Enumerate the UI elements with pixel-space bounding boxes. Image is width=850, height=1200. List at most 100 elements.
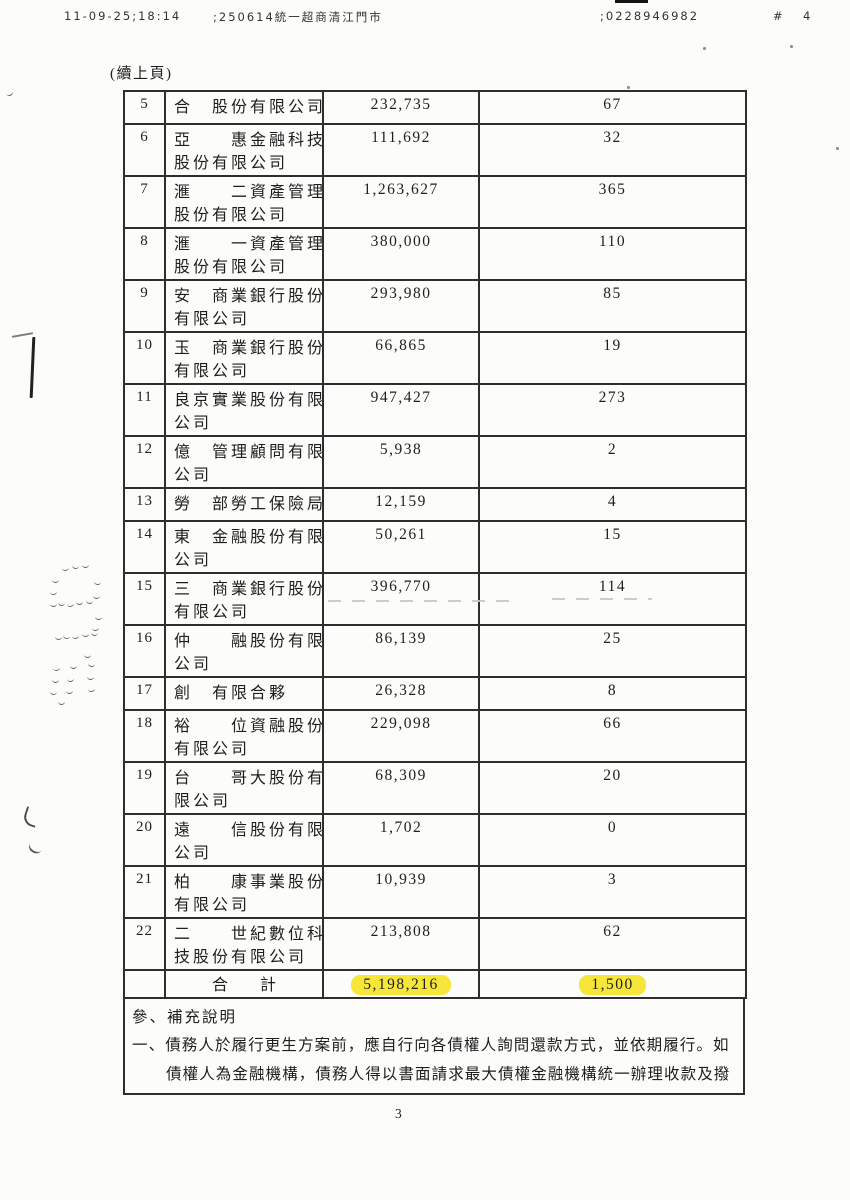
total-count-cell: 1,500: [478, 969, 747, 999]
table-row: 12 億 管理顧問有限 公司 5,938 2: [123, 435, 747, 489]
scan-speck: [790, 45, 793, 48]
amount-cell: 232,735: [322, 90, 480, 125]
row-number-cell: 7: [123, 175, 166, 229]
count-cell: 4: [478, 487, 747, 522]
count-cell: 365: [478, 175, 747, 229]
table-row: 13 勞 部勞工保險局 12,159 4: [123, 487, 747, 522]
margin-squiggle: [82, 563, 89, 568]
row-number-cell: 8: [123, 227, 166, 281]
creditor-name-line: 有限公司: [174, 897, 251, 914]
creditor-name-cell: 勞 部勞工保險局: [164, 487, 324, 522]
margin-squiggle: [71, 563, 80, 570]
supplement-line-1: 一、債務人於履行更生方案前，應自行向各債權人詢問還款方式，並依期履行。如: [132, 1037, 730, 1054]
creditor-name-line: 滙 二資產管理: [174, 184, 327, 201]
creditor-name-line: 合 股份有限公司: [174, 99, 327, 116]
creditor-name-line: 台 哥大股份有: [174, 770, 327, 787]
table-row: 10 玉 商業銀行股份 有限公司 66,865 19: [123, 331, 747, 385]
row-number-cell: 12: [123, 435, 166, 489]
creditor-name-cell: 創 有限合夥: [164, 676, 324, 711]
supplement-title: 參、補充說明: [132, 1009, 238, 1026]
whiteout-dashes: [552, 598, 652, 600]
creditor-name-cell: 三 商業銀行股份 有限公司: [164, 572, 324, 626]
creditor-name-line: 二 世紀數位科: [174, 926, 327, 943]
creditor-name-line: 億 管理顧問有限: [174, 444, 327, 461]
count-cell: 67: [478, 90, 747, 125]
creditor-name-line: 遠 信股份有限: [174, 822, 327, 839]
creditor-name-line: 柏 康事業股份: [174, 874, 327, 891]
creditor-name-cell: 二 世紀數位科 技股份有限公司: [164, 917, 327, 971]
margin-squiggle: [76, 600, 83, 605]
creditor-name-cell: 滙 二資產管理 股份有限公司: [164, 175, 327, 229]
creditor-name-line: 滙 一資產管理: [174, 236, 327, 253]
supplement-line-2: 債權人為金融機構，債務人得以書面請求最大債權金融機構統一辦理收款及撥: [166, 1066, 731, 1083]
supplement-section: 參、補充說明 一、債務人於履行更生方案前，應自行向各債權人詢問還款方式，並依期履…: [123, 999, 745, 1095]
creditor-name-line: 東 金融股份有限: [174, 529, 327, 546]
total-label-cell: 合 計: [164, 969, 324, 999]
creditor-name-line: 有限公司: [174, 604, 251, 621]
creditor-name-line: 有限公司: [174, 363, 251, 380]
creditor-name-line: 裕 位資融股份: [174, 718, 327, 735]
margin-squiggle: [66, 676, 75, 683]
margin-squiggle: [50, 602, 57, 607]
creditor-name-cell: 遠 信股份有限 公司: [164, 813, 327, 867]
creditor-name-cell: 仲 融股份有限 公司: [164, 624, 324, 678]
margin-squiggle: [58, 700, 65, 705]
pen-mark-tick: [11, 332, 34, 338]
table-row: 16 仲 融股份有限 公司 86,139 25: [123, 624, 747, 678]
table-row: 20 遠 信股份有限 公司 1,702 0: [123, 813, 747, 867]
scan-artifact: [5, 88, 14, 98]
count-cell: 19: [478, 331, 747, 385]
amount-cell: 50,261: [322, 520, 480, 574]
row-number-cell: 13: [123, 487, 166, 522]
creditor-name-line: 公司: [174, 552, 213, 569]
creditor-name-line: 玉 商業銀行股份: [174, 340, 327, 357]
amount-cell: 5,938: [322, 435, 480, 489]
creditor-name-line: 股份有限公司: [174, 259, 289, 276]
creditor-name-cell: 亞 惠金融科技 股份有限公司: [164, 123, 324, 177]
creditor-name-cell: 良京實業股份有限 公司: [164, 383, 324, 437]
amount-cell: 26,328: [322, 676, 480, 711]
fax-timestamp: 11-09-25;18:14: [64, 9, 182, 23]
margin-squiggle: [55, 635, 62, 640]
table-row: 19 台 哥大股份有 限公司 68,309 20: [123, 761, 747, 815]
total-count-highlight: 1,500: [579, 975, 646, 995]
creditor-name-cell: 億 管理顧問有限 公司: [164, 435, 327, 489]
count-cell: 66: [478, 709, 747, 763]
count-cell: 25: [478, 624, 747, 678]
margin-squiggle: [66, 601, 75, 608]
row-number-cell: 20: [123, 813, 166, 867]
row-number-cell: 5: [123, 90, 166, 125]
fax-page-count: 4: [803, 9, 813, 23]
row-number-cell: 10: [123, 331, 166, 385]
creditor-name-line: 公司: [174, 656, 213, 673]
page-number: 3: [395, 1106, 402, 1121]
amount-cell: 1,702: [322, 813, 480, 867]
margin-squiggle: [52, 665, 61, 672]
creditor-name-line: 公司: [174, 467, 213, 484]
table-row: 17 創 有限合夥 26,328 8: [123, 676, 747, 711]
margin-squiggle: [57, 600, 66, 607]
total-amount-highlight: 5,198,216: [351, 975, 451, 995]
fax-sender-station: ;250614統一超商清江門市: [213, 10, 383, 24]
row-number-cell: 11: [123, 383, 166, 437]
fax-page-marker: #: [773, 9, 785, 23]
whiteout-dashes: [328, 600, 518, 602]
table-row: 14 東 金融股份有限 公司 50,261 15: [123, 520, 747, 574]
table-row: 22 二 世紀數位科 技股份有限公司 213,808 62: [123, 917, 747, 971]
amount-cell: 68,309: [322, 761, 480, 815]
amount-cell: 1,263,627: [322, 175, 480, 229]
row-number-cell: 6: [123, 123, 166, 177]
row-number-cell: 22: [123, 917, 166, 971]
continuation-note: (續上頁): [110, 66, 173, 82]
scan-speck: [836, 147, 839, 150]
margin-scribble: [26, 840, 44, 856]
row-number-cell: 16: [123, 624, 166, 678]
margin-squiggle: [49, 589, 58, 596]
margin-scribble: [21, 806, 41, 828]
creditor-name-cell: 台 哥大股份有 限公司: [164, 761, 327, 815]
count-cell: 8: [478, 676, 747, 711]
amount-cell: 293,980: [322, 279, 480, 333]
